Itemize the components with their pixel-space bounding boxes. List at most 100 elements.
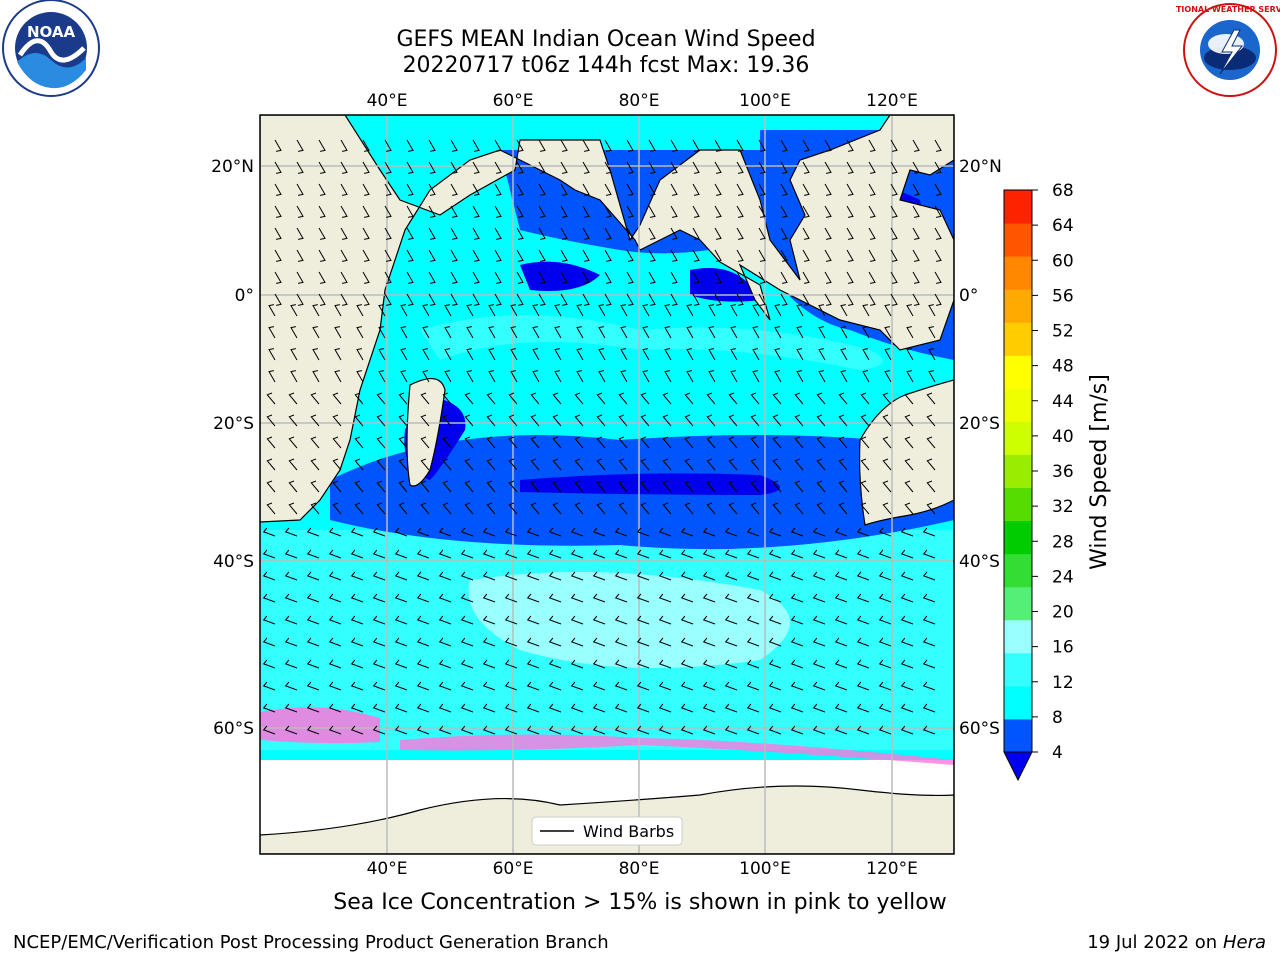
wind-barb [780,161,788,174]
wind-barb [838,414,848,427]
wind-barb [526,725,540,735]
wind-barb [868,161,876,174]
wind-barb [274,293,282,306]
wind-barb [890,161,898,174]
noaa-logo-text: NOAA [27,23,76,41]
wind-barb [482,615,496,625]
wind-barb [780,205,788,218]
wind-barb [290,326,298,339]
wind-barb [310,392,320,405]
wind-barb [334,348,342,361]
wind-barb [692,139,700,152]
wind-barb [626,139,634,152]
wind-barb [846,249,854,262]
wind-barb [504,527,518,537]
wind-barb [312,348,320,361]
colorbar-tick-label: 20 [1052,603,1074,623]
wind-barb [372,615,386,625]
wind-barb [658,571,672,581]
wind-barb [288,392,298,405]
wind-barb [714,205,722,218]
wind-barb [472,227,480,240]
wind-barb [488,370,496,383]
wind-barb [774,304,782,317]
wind-barb [538,249,546,262]
wind-barb [746,527,760,537]
wind-barb [746,637,760,647]
wind-barb [464,436,474,449]
wind-barb [576,326,584,339]
wind-barb [592,659,606,669]
wind-barb [328,615,342,625]
wind-barb [312,304,320,317]
wind-barb [384,161,392,174]
wind-barb [450,205,458,218]
wind-barb [708,304,716,317]
wind-barb [796,370,804,383]
wind-barb [560,293,568,306]
wind-barb [768,549,782,559]
wind-barb [372,571,386,581]
colorbar-tick-label: 8 [1052,708,1063,728]
wind-barb [686,326,694,339]
wind-barb [538,227,546,240]
wind-barb [796,326,804,339]
wind-barb [582,249,590,262]
wind-barb [592,527,606,537]
wind-barb [350,593,364,603]
wind-barb [884,326,892,339]
wind-barb [296,183,304,196]
wind-barb [420,458,430,471]
wind-barb [702,527,716,537]
wind-barb [488,348,496,361]
wind-barb [340,271,348,284]
wind-barb [614,703,628,713]
wind-barb [442,436,452,449]
wind-barb [372,527,386,537]
wind-barb [582,161,590,174]
wind-barb [532,370,540,383]
colorbar-tick-label: 56 [1052,286,1074,306]
wind-barb [790,549,804,559]
wind-barb [706,392,716,405]
wind-barb [658,593,672,603]
wind-barb [312,370,320,383]
wind-barb [596,392,606,405]
wind-barb [464,480,474,493]
wind-barb [266,392,276,405]
wind-barb [362,293,370,306]
wind-barb [554,348,562,361]
wind-barb [362,139,370,152]
wind-barb [878,637,892,647]
wind-barb [640,458,650,471]
wind-barb [398,414,408,427]
wind-barb [706,414,716,427]
wind-barb [582,293,590,306]
wind-barb [934,293,942,306]
wind-barb [526,637,540,647]
wind-barb [912,227,920,240]
wind-barb [834,725,848,735]
wind-barb [494,183,502,196]
wind-barb [686,304,694,317]
wind-barb [860,414,870,427]
colorbar-segment [1004,553,1032,588]
wind-barb [882,436,892,449]
wind-barb [422,348,430,361]
wind-barb [526,615,540,625]
wind-barb [878,571,892,581]
sea-ice-note: Sea Ice Concentration > 15% is shown in … [333,890,947,915]
wind-barb [658,637,672,647]
wind-barb [658,549,672,559]
wind-barb [274,271,282,284]
wind-barb [384,227,392,240]
wind-barb [692,227,700,240]
wind-barb [488,326,496,339]
wind-barb [574,414,584,427]
wind-barb [834,527,848,537]
wind-barb [680,527,694,537]
wind-barb [510,304,518,317]
wind-barb [614,615,628,625]
wind-barb [592,637,606,647]
